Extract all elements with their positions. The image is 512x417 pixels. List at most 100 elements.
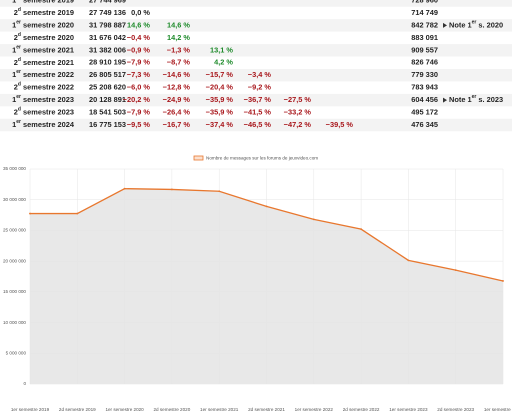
row-bg <box>0 44 512 57</box>
change: −0,9 % <box>127 45 151 54</box>
change: 14,2 % <box>167 33 190 42</box>
change: −7,9 % <box>127 108 151 117</box>
change: 13,1 % <box>210 45 233 54</box>
y-tick-label: 35 000 000 <box>3 166 26 171</box>
y-tick-label: 25 000 000 <box>3 228 26 233</box>
note-pre: Note <box>449 20 467 29</box>
legend-label: Nombre de messages sur les forums de jeu… <box>206 156 318 161</box>
x-tick-label: 1er semestre 2023 <box>389 407 428 412</box>
rest: semestre 2021 <box>21 45 74 54</box>
num: 1 <box>12 120 16 129</box>
change: −0,4 % <box>127 33 151 42</box>
change: −36,7 % <box>244 95 272 104</box>
x-tick-label: 2d semestre 2023 <box>437 407 474 412</box>
x-tick-label: 1er semestre 2019 <box>11 407 50 412</box>
row-bg <box>0 19 512 32</box>
messages: 27 744 969 <box>89 0 126 4</box>
num: 1 <box>12 45 16 54</box>
point <box>123 187 126 190</box>
change: −33,2 % <box>284 108 312 117</box>
change: −24,9 % <box>163 95 191 104</box>
change: −7,3 % <box>127 70 151 79</box>
change: −47,2 % <box>284 120 312 129</box>
num: 2 <box>14 8 18 17</box>
change: −46,5 % <box>244 120 272 129</box>
change: −26,4 % <box>163 108 191 117</box>
x-tick-label: 1er semestre 2022 <box>295 407 334 412</box>
change: −8,7 % <box>167 58 191 67</box>
change: −14,6 % <box>163 70 191 79</box>
num: 1 <box>467 95 471 104</box>
sup: d <box>18 7 21 13</box>
messages: 18 541 503 <box>89 108 126 117</box>
num: 1 <box>467 20 471 29</box>
row-bg <box>0 93 512 107</box>
change: −1,3 % <box>167 45 191 54</box>
x-tick-label: 2d semestre 2020 <box>154 407 191 412</box>
topics: 783 943 <box>411 83 438 92</box>
topics: 909 557 <box>411 45 438 54</box>
change: −7,9 % <box>127 58 151 67</box>
change: −41,5 % <box>244 108 272 117</box>
topics: 495 172 <box>411 108 438 117</box>
y-tick-label: 10 000 000 <box>3 320 26 325</box>
topics: 842 782 <box>411 20 438 29</box>
topics: 826 746 <box>411 58 438 67</box>
change: −15,7 % <box>206 70 234 79</box>
rest: semestre 2022 <box>21 70 74 79</box>
point <box>502 280 504 282</box>
topics: 728 960 <box>411 0 438 4</box>
num: 2 <box>14 58 18 67</box>
change: −35,9 % <box>206 108 234 117</box>
num: 1 <box>12 70 16 79</box>
sup: d <box>18 82 21 88</box>
rest: semestre 2020 <box>21 33 74 42</box>
x-tick-label: 2d semestre 2019 <box>59 407 96 412</box>
point <box>312 218 315 221</box>
sup: er <box>472 20 477 26</box>
point <box>265 205 268 208</box>
rest: semestre 2023 <box>21 108 74 117</box>
x-tick-label: 2d semestre 2021 <box>248 407 285 412</box>
rest: s. 2020 <box>476 20 503 29</box>
rest: semestre 2019 <box>21 0 74 4</box>
sup: d <box>18 32 21 38</box>
y-tick-label: 5 000 000 <box>6 351 27 356</box>
change: −27,5 % <box>284 95 312 104</box>
period: 1er semestre 2024 <box>12 119 75 129</box>
period: 2d semestre 2022 <box>14 82 74 92</box>
period: 2d semestre 2023 <box>14 107 74 117</box>
legend-swatch <box>193 155 204 161</box>
messages: 31 798 887 <box>89 20 126 29</box>
note-arrow <box>443 22 447 28</box>
change: 4,2 % <box>214 58 233 67</box>
change: −37,4 % <box>206 120 234 129</box>
change: 14,6 % <box>127 20 150 29</box>
period: 2d semestre 2019 <box>14 7 74 17</box>
x-tick-label: 1er semestre 2024 <box>484 407 512 412</box>
rest: semestre 2021 <box>21 58 74 67</box>
note-arrow <box>443 97 447 103</box>
sup: er <box>16 119 21 125</box>
point <box>171 188 173 191</box>
row-bg <box>0 0 512 7</box>
period: 1er semestre 2022 <box>12 70 74 80</box>
messages: 20 128 891 <box>89 95 126 104</box>
note: Note 1er s. 2023 <box>449 94 503 104</box>
sup: er <box>472 94 477 100</box>
x-tick-label: 2d semestre 2022 <box>343 407 380 412</box>
num: 2 <box>14 33 18 42</box>
y-tick-label: 15 000 000 <box>3 289 26 294</box>
period: 1er semestre 2020 <box>12 20 74 30</box>
change: −6,0 % <box>127 83 151 92</box>
change: 0,0 % <box>131 8 150 17</box>
row-bg <box>0 68 512 82</box>
num: 2 <box>14 108 18 117</box>
point <box>218 190 221 193</box>
messages: 27 749 136 <box>89 8 126 17</box>
rest: semestre 2024 <box>21 120 75 129</box>
topics: 714 749 <box>411 8 438 17</box>
num: 2 <box>14 83 18 92</box>
change: −9,2 % <box>248 83 272 92</box>
num: 1 <box>12 0 16 4</box>
